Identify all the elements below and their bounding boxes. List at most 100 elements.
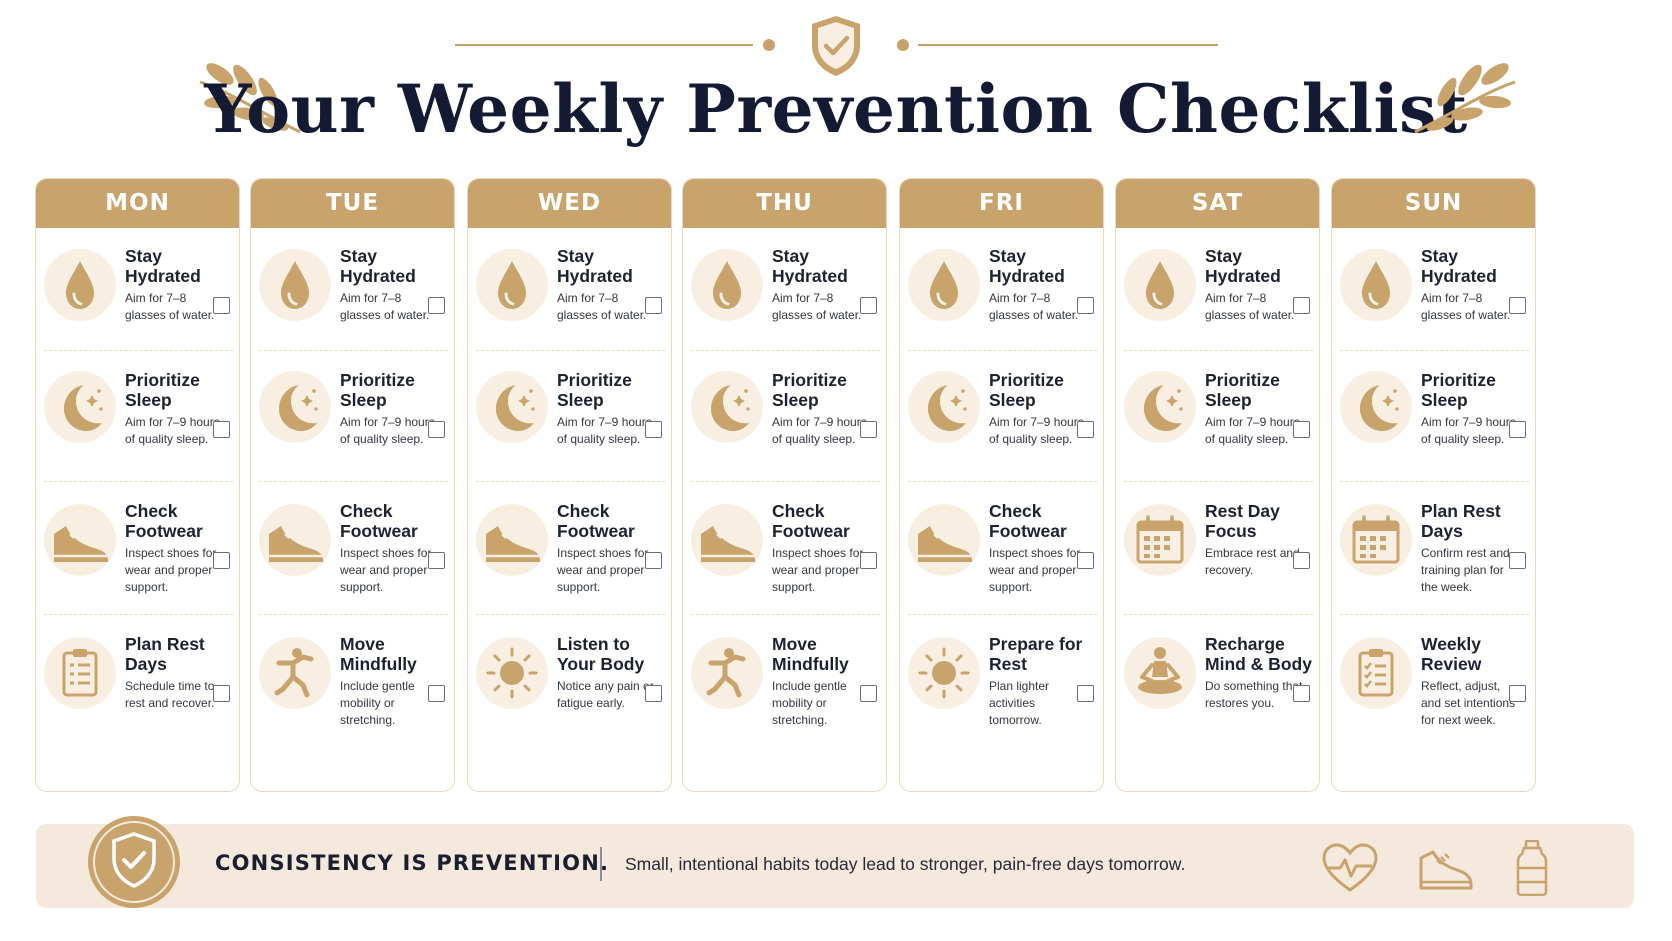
item-description: Aim for 7–8 glasses of water. — [989, 291, 1079, 322]
item-checkbox[interactable] — [428, 685, 445, 702]
banner-title: CONSISTENCY IS PREVENTION. — [215, 851, 610, 875]
checklist-item: Prioritize Sleep Aim for 7–9 hours of qua… — [36, 351, 239, 482]
shoe-icon — [259, 504, 331, 576]
item-checkbox[interactable] — [1509, 552, 1526, 569]
item-description: Reflect, adjust, and set intentions for … — [1421, 679, 1516, 727]
water-drop-icon — [44, 249, 116, 321]
item-checkbox[interactable] — [860, 685, 877, 702]
item-divider — [1340, 481, 1529, 482]
shoe-icon — [44, 504, 116, 576]
item-checkbox[interactable] — [860, 421, 877, 438]
item-checkbox[interactable] — [645, 421, 662, 438]
moon-icon — [908, 371, 980, 443]
sun-icon — [908, 637, 980, 709]
clipboard-icon — [44, 637, 116, 709]
item-description: Notice any pain or fatigue early. — [557, 679, 654, 710]
item-checkbox[interactable] — [1509, 685, 1526, 702]
item-divider — [691, 481, 880, 482]
item-checkbox[interactable] — [860, 297, 877, 314]
item-checkbox[interactable] — [1077, 421, 1094, 438]
item-divider — [1124, 614, 1313, 615]
moon-icon — [1124, 371, 1196, 443]
item-description: Aim for 7–9 hours of quality sleep. — [989, 415, 1084, 446]
banner-message: Small, intentional habits today lead to … — [625, 854, 1186, 874]
item-checkbox[interactable] — [428, 297, 445, 314]
shoe-icon — [1419, 850, 1473, 890]
item-title: Stay Hydrated — [772, 246, 848, 286]
item-divider — [908, 481, 1097, 482]
item-description: Aim for 7–8 glasses of water. — [557, 291, 647, 322]
item-description: Inspect shoes for wear and proper suppor… — [125, 546, 217, 594]
water-drop-icon — [259, 249, 331, 321]
item-checkbox[interactable] — [645, 685, 662, 702]
item-divider — [1340, 350, 1529, 351]
item-divider — [476, 614, 665, 615]
checklist-item: Check Footwear Inspect shoes for wear and… — [683, 482, 886, 615]
item-checkbox[interactable] — [1293, 297, 1310, 314]
day-column-thu: THU Stay Hydrated Aim for 7–8 glasses of w… — [682, 178, 887, 792]
item-checkbox[interactable] — [428, 421, 445, 438]
item-description: Do something that restores you. — [1205, 679, 1303, 710]
item-checkbox[interactable] — [1077, 552, 1094, 569]
item-checkbox[interactable] — [213, 297, 230, 314]
item-title: Check Footwear — [125, 501, 203, 541]
day-column-sun: SUN Stay Hydrated Aim for 7–8 glasses of w… — [1331, 178, 1536, 792]
laurel-left-icon — [199, 63, 301, 134]
item-divider — [691, 350, 880, 351]
item-checkbox[interactable] — [1293, 685, 1310, 702]
item-title: Stay Hydrated — [989, 246, 1065, 286]
item-divider — [908, 350, 1097, 351]
calendar-icon — [1124, 504, 1196, 576]
item-checkbox[interactable] — [1509, 297, 1526, 314]
item-description: Aim for 7–9 hours of quality sleep. — [1205, 415, 1300, 446]
water-bottle-icon — [1516, 840, 1548, 896]
day-header: SAT — [1116, 179, 1319, 228]
checklist-item: Prioritize Sleep Aim for 7–9 hours of qua… — [683, 351, 886, 482]
item-title: Prioritize Sleep — [772, 370, 847, 410]
item-description: Aim for 7–9 hours of quality sleep. — [125, 415, 220, 446]
item-divider — [259, 350, 448, 351]
item-description: Aim for 7–9 hours of quality sleep. — [772, 415, 867, 446]
checklist-item: Prepare for Rest Plan lighter activities … — [900, 615, 1103, 743]
checklist-item: Stay Hydrated Aim for 7–8 glasses of wate… — [683, 228, 886, 351]
checklist-item: Plan Rest Days Confirm rest and training … — [1332, 482, 1535, 615]
item-description: Aim for 7–8 glasses of water. — [772, 291, 862, 322]
item-title: Stay Hydrated — [125, 246, 201, 286]
water-drop-icon — [1340, 249, 1412, 321]
item-divider — [1124, 481, 1313, 482]
item-title: Stay Hydrated — [1205, 246, 1281, 286]
checklist-item: Check Footwear Inspect shoes for wear and… — [36, 482, 239, 615]
item-checkbox[interactable] — [428, 552, 445, 569]
day-header: TUE — [251, 179, 454, 228]
item-checkbox[interactable] — [1077, 685, 1094, 702]
item-title: Prioritize Sleep — [1205, 370, 1280, 410]
checklist-item: Prioritize Sleep Aim for 7–9 hours of qua… — [900, 351, 1103, 482]
divider-dot — [763, 39, 775, 51]
item-checkbox[interactable] — [860, 552, 877, 569]
item-checkbox[interactable] — [213, 552, 230, 569]
item-checkbox[interactable] — [645, 552, 662, 569]
day-column-wed: WED Stay Hydrated Aim for 7–8 glasses of w… — [467, 178, 672, 792]
item-checkbox[interactable] — [1293, 421, 1310, 438]
item-checkbox[interactable] — [1077, 297, 1094, 314]
water-drop-icon — [908, 249, 980, 321]
divider-line — [918, 44, 1218, 46]
item-title: Prioritize Sleep — [125, 370, 200, 410]
checklist-icon — [1340, 637, 1412, 709]
item-checkbox[interactable] — [213, 685, 230, 702]
item-title: Move Mindfully — [340, 634, 417, 674]
item-checkbox[interactable] — [213, 421, 230, 438]
heartbeat-icon — [1322, 843, 1378, 892]
item-title: Recharge Mind & Body — [1205, 634, 1312, 674]
item-description: Include gentle mobility or stretching. — [340, 679, 415, 727]
item-title: Stay Hydrated — [340, 246, 416, 286]
item-divider — [476, 350, 665, 351]
item-checkbox[interactable] — [1293, 552, 1310, 569]
checklist-item: Prioritize Sleep Aim for 7–9 hours of qua… — [468, 351, 671, 482]
item-title: Weekly Review — [1421, 634, 1482, 674]
item-checkbox[interactable] — [1509, 421, 1526, 438]
water-drop-icon — [691, 249, 763, 321]
item-title: Check Footwear — [989, 501, 1067, 541]
item-checkbox[interactable] — [645, 297, 662, 314]
checklist-item: Prioritize Sleep Aim for 7–9 hours of qua… — [1332, 351, 1535, 482]
